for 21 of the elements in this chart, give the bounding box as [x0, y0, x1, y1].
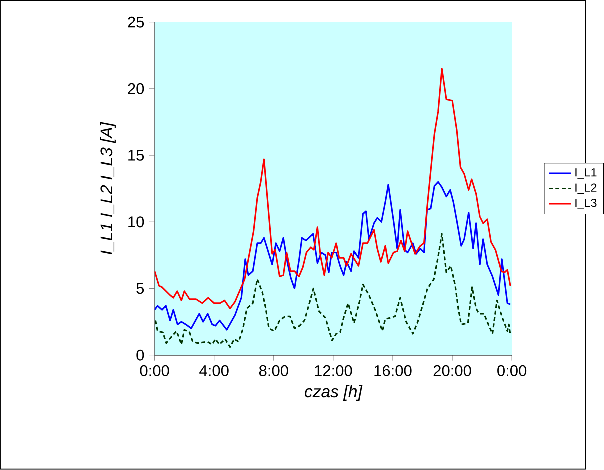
legend-label: I_L2	[576, 184, 597, 194]
y-tick-label: 0	[136, 350, 144, 361]
y-tick-label: 25	[128, 16, 144, 28]
y-tick-label: 5	[136, 283, 144, 294]
x-tick-label: 12:00	[315, 365, 352, 376]
line-series	[154, 233, 512, 348]
y-axis-title: I_L1 I_L2 I_L3 [A]	[100, 122, 116, 255]
line-series	[154, 181, 512, 331]
x-tick-label: 4:00	[200, 365, 229, 376]
x-tick-label: 8:00	[259, 365, 288, 376]
x-tick-label: 20:00	[434, 365, 472, 376]
x-axis-title: czas [h]	[304, 385, 363, 402]
legend-label: I_L1	[576, 168, 597, 179]
y-tick-label: 20	[128, 83, 144, 94]
x-tick-label: 0:00	[140, 365, 170, 376]
x-tick-label: 0:00	[498, 365, 527, 376]
line-series	[154, 68, 512, 310]
y-tick-label: 15	[128, 150, 144, 161]
x-tick-label: 16:00	[374, 365, 412, 376]
legend-label: I_L3	[576, 199, 597, 210]
y-tick-label: 10	[128, 216, 144, 228]
